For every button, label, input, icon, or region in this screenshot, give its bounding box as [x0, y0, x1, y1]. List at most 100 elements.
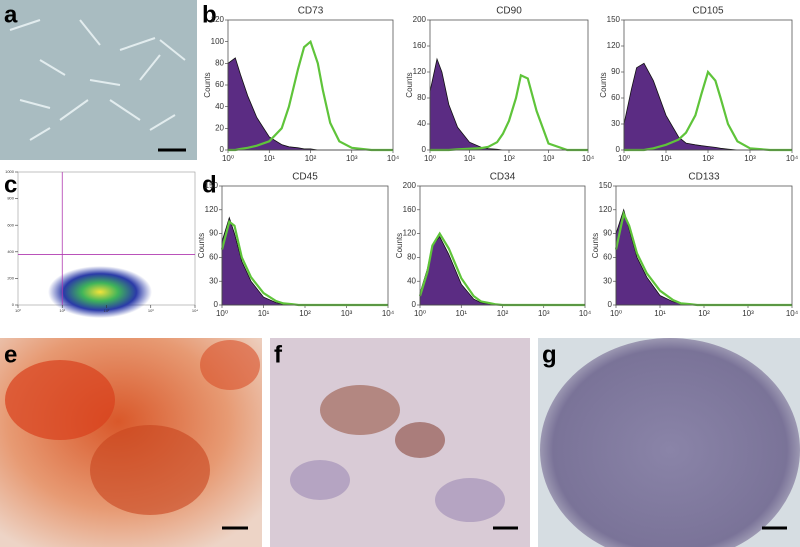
y-axis-label: Counts — [203, 72, 212, 97]
y-tick-label: 80 — [417, 93, 426, 102]
x-tick-label: 10² — [299, 309, 311, 318]
panel-label: b — [202, 1, 217, 28]
x-tick-label: 10⁰ — [15, 308, 21, 313]
panel-label: d — [202, 171, 217, 198]
image-f — [270, 338, 530, 547]
y-axis-label: Counts — [591, 233, 600, 258]
panel-label: e — [4, 341, 17, 368]
y-tick-label: 40 — [407, 276, 416, 285]
panel-label: c — [4, 171, 17, 198]
x-tick-label: 10⁴ — [786, 309, 799, 318]
density-cloud — [48, 266, 152, 318]
x-tick-label: 10¹ — [263, 154, 275, 163]
x-tick-label: 10³ — [543, 154, 555, 163]
x-tick-label: 10⁴ — [786, 154, 799, 163]
y-tick-label: 200 — [403, 181, 417, 190]
x-tick-label: 10⁰ — [610, 309, 622, 318]
area — [615, 208, 792, 306]
x-tick-label: 10¹ — [464, 154, 476, 163]
y-tick-label: 1000 — [5, 169, 15, 174]
y-tick-label: 160 — [413, 41, 427, 50]
x-tick-label: 10⁰ — [222, 154, 234, 163]
plot-frame — [227, 19, 394, 151]
area — [623, 62, 792, 151]
x-tick-label: 10⁰ — [414, 309, 426, 318]
x-tick-label: 10³ — [346, 154, 358, 163]
x-tick-label: 10¹ — [258, 309, 270, 318]
image-a — [0, 0, 197, 160]
y-tick-label: 800 — [7, 196, 14, 201]
chart-title: CD73 — [298, 6, 324, 17]
y-tick-label: 150 — [599, 181, 613, 190]
x-tick-label: 10⁴ — [579, 309, 592, 318]
x-tick-label: 10⁴ — [382, 309, 395, 318]
x-tick-label: 10³ — [538, 309, 550, 318]
y-tick-label: 40 — [215, 102, 224, 111]
y-tick-label: 0 — [214, 300, 219, 309]
chart-title: CD90 — [496, 6, 522, 17]
chart-title: CD34 — [490, 172, 516, 183]
y-tick-label: 30 — [611, 119, 620, 128]
x-tick-label: 10⁰ — [618, 154, 630, 163]
y-tick-label: 0 — [616, 145, 621, 154]
y-tick-label: 150 — [607, 15, 621, 24]
x-tick-label: 10² — [503, 154, 515, 163]
y-tick-label: 120 — [403, 229, 417, 238]
y-tick-label: 90 — [603, 229, 612, 238]
x-tick-label: 10¹ — [654, 309, 666, 318]
x-tick-label: 10¹ — [59, 308, 65, 313]
x-tick-label: 10⁴ — [582, 154, 595, 163]
x-tick-label: 10² — [698, 309, 710, 318]
x-tick-label: 10² — [497, 309, 509, 318]
x-tick-label: 10³ — [742, 309, 754, 318]
y-tick-label: 0 — [412, 300, 417, 309]
y-tick-label: 30 — [209, 276, 218, 285]
x-tick-label: 10¹ — [660, 154, 672, 163]
panel-label: g — [542, 341, 557, 368]
x-tick-label: 10⁴ — [387, 154, 400, 163]
y-axis-label: Counts — [197, 233, 206, 258]
y-tick-label: 120 — [413, 67, 427, 76]
x-tick-label: 10³ — [744, 154, 756, 163]
area — [221, 216, 388, 306]
y-tick-label: 200 — [7, 275, 14, 280]
plot-frame — [429, 19, 589, 151]
y-tick-label: 90 — [209, 229, 218, 238]
x-tick-label: 10⁰ — [424, 154, 436, 163]
y-tick-label: 400 — [7, 249, 14, 254]
y-tick-label: 600 — [7, 222, 14, 227]
y-tick-label: 120 — [599, 205, 613, 214]
chart-title: CD45 — [292, 172, 318, 183]
area — [429, 57, 588, 151]
y-tick-label: 30 — [603, 276, 612, 285]
y-tick-label: 90 — [611, 67, 620, 76]
y-tick-label: 80 — [215, 58, 224, 67]
plot-frame — [615, 185, 793, 306]
image-e — [0, 338, 262, 547]
y-tick-label: 20 — [215, 123, 224, 132]
plot-frame — [419, 185, 586, 306]
y-tick-label: 120 — [211, 15, 225, 24]
area — [419, 235, 585, 306]
y-axis-label: Counts — [405, 72, 414, 97]
x-tick-label: 10² — [702, 154, 714, 163]
area — [227, 57, 393, 151]
chart-title: CD133 — [688, 172, 720, 183]
image-g — [538, 338, 800, 547]
y-tick-label: 60 — [611, 93, 620, 102]
x-tick-label: 10¹ — [455, 309, 467, 318]
y-tick-label: 60 — [215, 80, 224, 89]
y-tick-label: 40 — [417, 119, 426, 128]
x-tick-label: 10² — [104, 308, 110, 313]
x-tick-label: 10³ — [341, 309, 353, 318]
y-tick-label: 60 — [603, 253, 612, 262]
y-tick-label: 0 — [12, 302, 15, 307]
x-tick-label: 10³ — [148, 308, 154, 313]
plot-frame — [221, 185, 389, 306]
y-tick-label: 80 — [407, 253, 416, 262]
x-tick-label: 10⁴ — [192, 308, 198, 313]
y-tick-label: 150 — [205, 181, 219, 190]
x-tick-label: 10² — [305, 154, 317, 163]
y-axis-label: Counts — [599, 72, 608, 97]
